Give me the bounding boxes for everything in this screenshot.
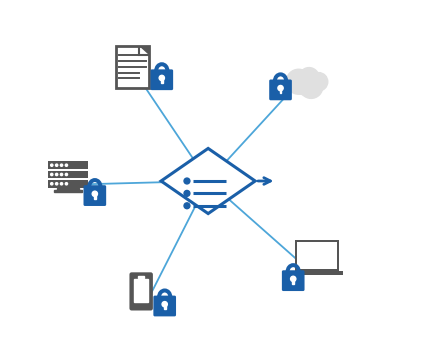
Circle shape (286, 69, 311, 94)
FancyBboxPatch shape (151, 70, 173, 90)
Circle shape (296, 77, 314, 95)
Circle shape (51, 182, 53, 185)
Circle shape (184, 190, 190, 196)
Circle shape (92, 191, 98, 197)
FancyBboxPatch shape (48, 161, 88, 169)
Circle shape (56, 164, 58, 167)
Circle shape (60, 173, 63, 176)
Circle shape (60, 164, 63, 167)
FancyBboxPatch shape (297, 243, 337, 269)
Polygon shape (161, 148, 255, 214)
Circle shape (65, 182, 67, 185)
Circle shape (56, 182, 58, 185)
Circle shape (65, 173, 67, 176)
Circle shape (51, 173, 53, 176)
Circle shape (65, 164, 67, 167)
Circle shape (184, 203, 190, 209)
Circle shape (278, 85, 283, 91)
Circle shape (184, 178, 190, 184)
Bar (164, 304, 166, 309)
FancyBboxPatch shape (269, 80, 292, 100)
Circle shape (60, 182, 63, 185)
FancyBboxPatch shape (48, 180, 88, 188)
Bar (287, 82, 322, 88)
Bar (54, 190, 82, 192)
Circle shape (51, 164, 53, 167)
Bar (161, 78, 163, 83)
FancyBboxPatch shape (116, 46, 148, 88)
Circle shape (300, 75, 323, 98)
Circle shape (290, 276, 296, 282)
FancyBboxPatch shape (282, 270, 304, 291)
Bar (292, 279, 294, 284)
Bar (57, 188, 79, 190)
FancyBboxPatch shape (48, 171, 88, 178)
FancyBboxPatch shape (84, 185, 106, 206)
Circle shape (299, 68, 319, 88)
Bar (138, 276, 144, 278)
Circle shape (159, 75, 164, 81)
Circle shape (310, 73, 328, 91)
Bar (279, 88, 282, 93)
Bar (94, 194, 96, 199)
FancyBboxPatch shape (153, 296, 176, 316)
Bar (134, 279, 148, 302)
Polygon shape (139, 46, 148, 55)
Circle shape (162, 302, 167, 307)
FancyBboxPatch shape (290, 271, 343, 275)
Circle shape (56, 173, 58, 176)
FancyBboxPatch shape (130, 272, 153, 311)
FancyBboxPatch shape (295, 240, 339, 271)
